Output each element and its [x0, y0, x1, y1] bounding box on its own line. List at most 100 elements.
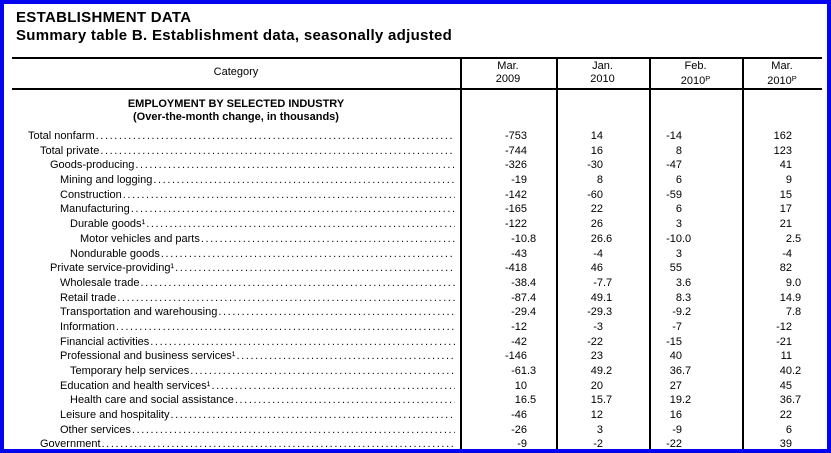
value-integer-part: -326 [504, 159, 527, 172]
value-cell: 26.6 [556, 232, 649, 247]
value-integer-part: -146 [504, 350, 527, 363]
value-cell: -29.4 [460, 305, 556, 320]
value-cell: 3.6 [649, 276, 742, 291]
value-integer-part: -30 [587, 159, 603, 172]
row-category-cell: Private service-providing¹ .............… [12, 261, 460, 276]
section-heading-line2: (Over-the-month change, in thousands) [133, 111, 339, 123]
value-cell: -21 [742, 335, 822, 350]
value-integer-part: 14 [779, 291, 792, 304]
table-row: Private service-providing¹ .............… [12, 261, 822, 276]
value-cell: 3 [649, 217, 742, 232]
table-top-rule [12, 57, 822, 59]
dot-leader: ........................................… [236, 350, 455, 363]
value-cell: 39 [742, 437, 822, 449]
value-integer-part: 19 [669, 394, 682, 407]
value-cell: -9 [649, 423, 742, 438]
value-cell: 49.1 [556, 291, 649, 306]
value-cell: 36.7 [649, 364, 742, 379]
dot-leader: ........................................… [130, 203, 455, 216]
row-label: Construction [60, 188, 122, 201]
value-cell: 17 [742, 202, 822, 217]
table-row: Health care and social assistance.......… [12, 393, 822, 408]
value-integer-part: 27 [669, 379, 682, 392]
row-category-cell: Retail trade............................… [12, 291, 460, 306]
value-fraction-part: .7 [792, 394, 802, 407]
value-integer-part: -21 [776, 335, 792, 348]
column-divider [460, 57, 462, 449]
value-cell: 23 [556, 349, 649, 364]
value-cell: 9 [742, 173, 822, 188]
value-cell: -2 [556, 437, 649, 449]
value-integer-part: 12 [590, 409, 603, 422]
row-category-cell: Financial activities....................… [12, 335, 460, 350]
value-integer-part: 49 [590, 365, 603, 377]
value-integer-part: 40 [669, 350, 682, 363]
value-cell: -22 [649, 437, 742, 449]
value-fraction-part: .2 [792, 365, 802, 377]
preliminary-superscript: P [791, 73, 797, 83]
value-fraction-part: .9 [792, 291, 802, 304]
value-integer-part: 21 [779, 218, 792, 231]
value-integer-part: -142 [504, 188, 527, 201]
value-integer-part: 8 [675, 291, 682, 304]
row-category-cell: Mining and logging......................… [12, 173, 460, 188]
dot-leader: ........................................… [117, 291, 455, 304]
table-row: Nondurable goods........................… [12, 247, 822, 262]
value-integer-part: 8 [675, 144, 682, 157]
value-integer-part: -4 [782, 247, 792, 260]
value-integer-part: -9 [672, 423, 682, 436]
table-row: Government..............................… [12, 437, 822, 449]
value-integer-part: -9 [517, 438, 527, 449]
value-integer-part: -2 [593, 438, 603, 449]
table-row: Wholesale trade.........................… [12, 276, 822, 291]
row-label: Retail trade [60, 291, 117, 304]
value-integer-part: -14 [666, 130, 682, 142]
value-integer-part: -7 [593, 276, 603, 289]
value-integer-part: -43 [511, 247, 527, 260]
value-integer-part: 49 [590, 291, 603, 304]
value-fraction-part: .3 [603, 306, 613, 319]
value-fraction-part: .7 [682, 365, 692, 377]
value-cell: 40.2 [742, 364, 822, 379]
value-fraction-part: .3 [682, 291, 692, 304]
value-cell: -9 [460, 437, 556, 449]
value-cell: 82 [742, 261, 822, 276]
value-cell: -7.7 [556, 276, 649, 291]
value-integer-part: 36 [779, 394, 792, 407]
table-row: Financial activities....................… [12, 335, 822, 350]
table-row: Construction............................… [12, 188, 822, 203]
value-cell: -30 [556, 158, 649, 173]
value-integer-part: 11 [780, 350, 792, 363]
value-cell: 49.2 [556, 364, 649, 379]
value-cell: -46 [460, 408, 556, 423]
value-cell: 36.7 [742, 393, 822, 408]
value-cell: -146 [460, 349, 556, 364]
row-category-cell: Education and health services¹ .........… [12, 379, 460, 394]
value-integer-part: -10 [511, 232, 527, 245]
value-integer-part: -29 [511, 306, 527, 319]
value-fraction-part: .5 [527, 394, 537, 407]
value-integer-part: 40 [779, 365, 792, 377]
value-cell: 55 [649, 261, 742, 276]
value-integer-part: -12 [776, 320, 792, 333]
value-integer-part: 41 [779, 159, 792, 172]
value-cell: 41 [742, 158, 822, 173]
row-category-cell: Manufacturing...........................… [12, 202, 460, 217]
value-cell: 22 [556, 202, 649, 217]
dot-leader: ........................................… [146, 218, 455, 231]
value-fraction-part: .5 [792, 232, 802, 245]
dot-leader: ........................................… [135, 159, 455, 172]
row-label: Information [60, 320, 116, 333]
table-row: Other services..........................… [12, 423, 822, 438]
value-integer-part: 123 [773, 144, 792, 157]
value-integer-part: 9 [785, 276, 792, 289]
value-integer-part: -122 [504, 218, 527, 231]
value-cell: 8 [649, 144, 742, 159]
value-cell: -9.2 [649, 305, 742, 320]
row-category-cell: Total private...........................… [12, 144, 460, 159]
value-integer-part: 6 [675, 203, 682, 216]
value-integer-part: 7 [785, 306, 792, 319]
value-fraction-part: .1 [603, 291, 613, 304]
row-category-cell: Temporary help services.................… [12, 364, 460, 379]
